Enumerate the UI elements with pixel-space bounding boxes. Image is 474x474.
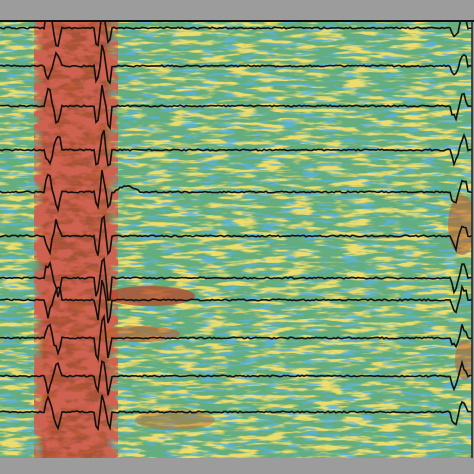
trace-line [0, 313, 472, 362]
trace-line [0, 214, 472, 256]
trace-line [0, 22, 472, 48]
trace-line [0, 257, 472, 302]
trace-line [0, 129, 472, 167]
red-blob [448, 195, 472, 255]
trace-line [0, 170, 472, 213]
trace-line [0, 279, 472, 324]
trace-line [0, 394, 472, 432]
orange-blob [135, 410, 215, 430]
heatmap [0, 22, 472, 458]
trace-line [0, 44, 472, 85]
trace-line [0, 359, 472, 396]
red-band-texture [34, 22, 118, 458]
trace-line [0, 84, 472, 131]
red-blob [105, 286, 195, 306]
traces [0, 22, 472, 432]
